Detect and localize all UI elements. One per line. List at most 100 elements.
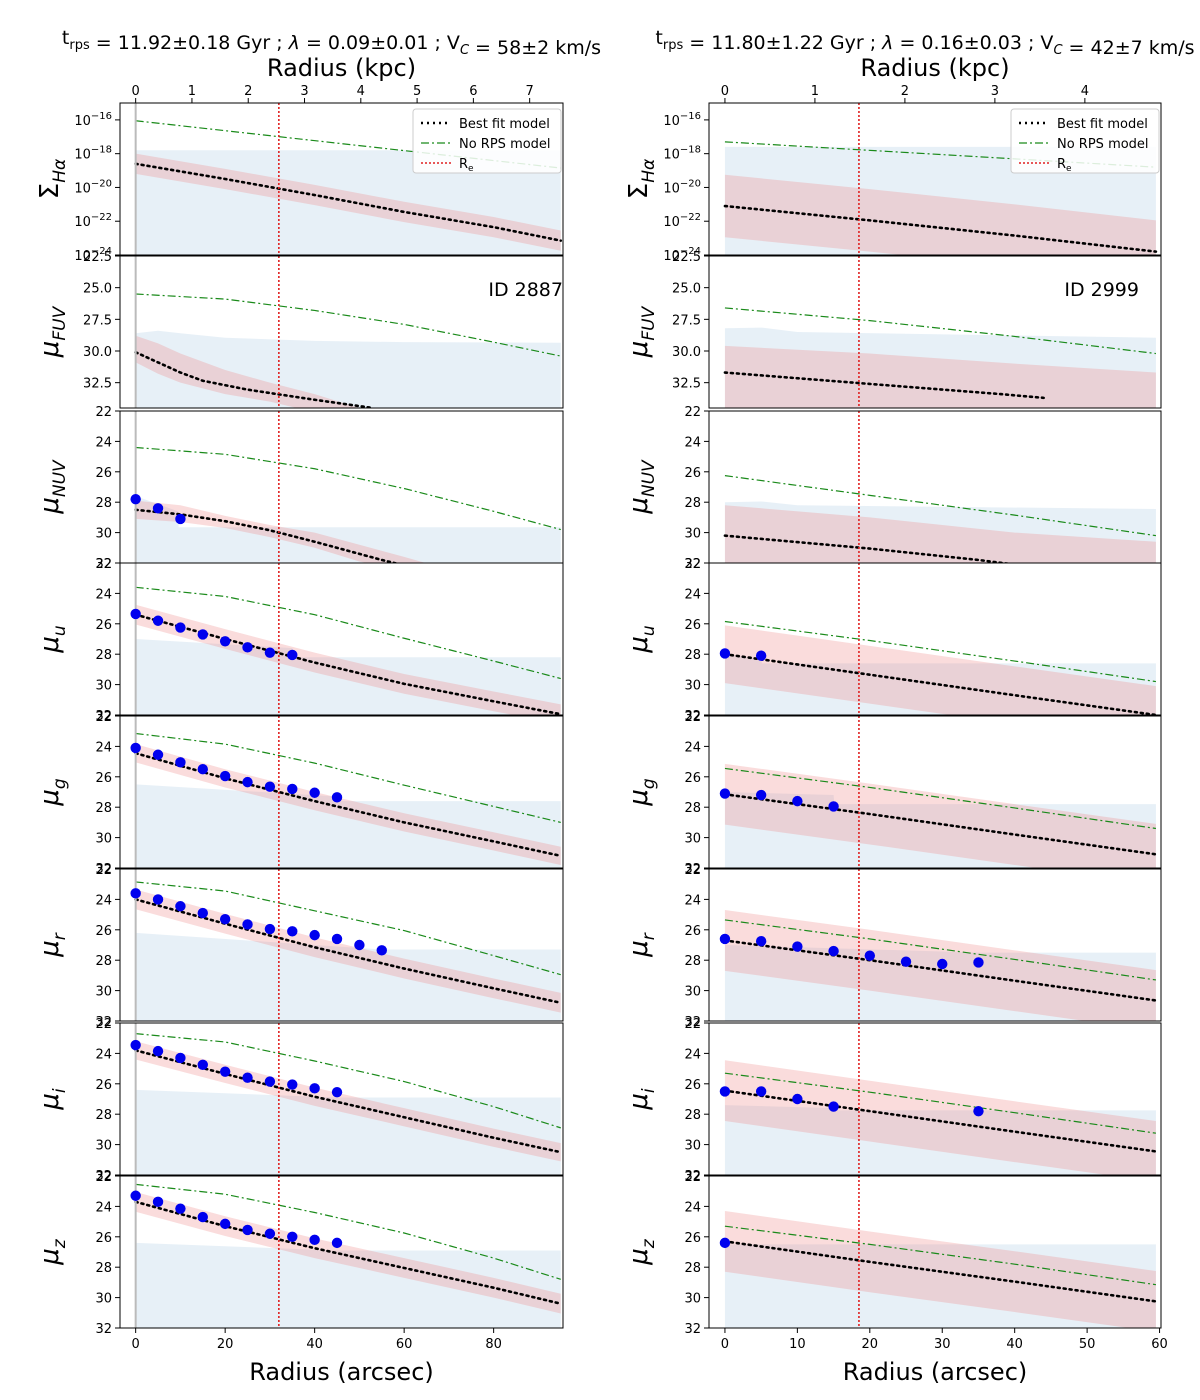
model-band <box>135 1191 561 1314</box>
model-band <box>135 604 561 715</box>
data-point <box>287 1079 298 1090</box>
y-tick-exponent: −22 <box>91 212 112 223</box>
y-tick-label: 28 <box>684 648 701 663</box>
header-part: = 11.80±1.22 Gyr ; <box>683 32 882 54</box>
data-point <box>219 770 231 782</box>
y-tick-exponent: −20 <box>91 178 112 189</box>
y-label-main: Σ <box>624 183 654 199</box>
data-point <box>309 1234 320 1246</box>
y-tick-label: 24 <box>684 1047 701 1062</box>
data-point <box>197 764 208 775</box>
data-point <box>309 1083 320 1094</box>
data-point <box>175 1052 186 1064</box>
panel-z: 22 24 26 28 30 32 μz <box>624 1170 1162 1337</box>
data-point <box>242 1072 253 1083</box>
best-fit-line <box>723 1240 1158 1303</box>
bottom-axis-label: Radius (arcsec) <box>843 1358 1028 1386</box>
data-point <box>331 933 343 945</box>
data-point <box>354 939 365 951</box>
panel-plot-area <box>134 256 561 408</box>
y-tick-label: 27.5 <box>83 313 112 328</box>
data-point <box>264 1228 276 1239</box>
y-label-sub: z <box>639 1238 659 1249</box>
panel-plot-area <box>719 563 1158 715</box>
y-label-main: μ <box>624 789 654 807</box>
data-point <box>792 1093 803 1105</box>
y-tick-label: 10−16 <box>663 111 701 129</box>
upper-limit-region <box>135 1089 561 1175</box>
panel-plot-area <box>130 563 563 715</box>
top-tick-label: 3 <box>991 84 999 99</box>
y-label-sub: i <box>639 1088 659 1093</box>
y-tick-label: 24 <box>684 1200 701 1215</box>
y-tick-label: 22.5 <box>672 250 701 265</box>
header-part: t <box>62 27 69 49</box>
data-point <box>219 1066 231 1077</box>
y-label-sub: Hα <box>639 159 659 183</box>
y-tick-label: 22 <box>684 557 701 572</box>
y-tick-label: 32.5 <box>672 377 701 392</box>
best-fit-line <box>134 508 400 563</box>
upper-limit-region <box>724 327 1156 408</box>
y-tick-label: 30 <box>95 985 112 1000</box>
data-point <box>242 1224 253 1236</box>
bottom-tick-label: 60 <box>1151 1337 1168 1352</box>
panel-frame <box>119 562 564 716</box>
data-point <box>197 629 208 640</box>
y-axis-label: μr <box>624 932 659 958</box>
y-tick-label: 30 <box>684 679 701 694</box>
model-band <box>724 345 1156 408</box>
top-axis-label: Radius (kpc) <box>860 54 1009 82</box>
header-part: = 42±7 km/s <box>1063 37 1195 59</box>
y-tick-label: 24 <box>95 435 112 450</box>
upper-limit-region <box>724 1244 1156 1328</box>
best-fit-line <box>134 350 375 408</box>
y-axis-label: μu <box>35 625 70 654</box>
y-axis-label: ΣHα <box>35 159 70 199</box>
y-tick-label: 10−18 <box>74 145 112 163</box>
bottom-tick-label: 60 <box>396 1337 413 1352</box>
upper-limit-region <box>135 1242 561 1328</box>
y-tick-label: 22 <box>95 405 112 420</box>
y-tick-label: 22 <box>684 710 701 725</box>
y-tick-label: 30 <box>95 527 112 542</box>
y-axis-label: μNUV <box>35 459 70 515</box>
bottom-tick-label: 10 <box>789 1337 806 1352</box>
no-rps-line <box>724 620 1157 683</box>
panel-FUV: 22.5 25.0 27.5 30.0 32.5 μFUV ID 2887 <box>35 250 564 409</box>
chart-header: trps = 11.92±0.18 Gyr ; λ = 0.09±0.01 ; … <box>62 27 601 59</box>
y-tick-exponent: −20 <box>680 178 701 189</box>
y-label-sub: g <box>50 778 70 789</box>
data-point <box>828 1101 839 1112</box>
data-point <box>175 622 186 633</box>
y-tick-label: 24 <box>95 740 112 755</box>
data-point <box>175 757 186 768</box>
panel-i: 22 24 26 28 30 32 μi <box>624 1017 1162 1184</box>
upper-limit-region <box>724 501 1156 563</box>
galaxy-id-label: ID 2887 <box>488 279 563 301</box>
y-label-main: μ <box>624 1248 654 1266</box>
panel-r: 22 24 26 28 30 32 μr <box>624 863 1162 1030</box>
data-point <box>331 1237 343 1249</box>
top-axis-label: Radius (kpc) <box>267 54 416 82</box>
data-point <box>197 907 208 919</box>
legend-no-rps-label: No RPS model <box>459 137 551 152</box>
data-point <box>719 933 731 945</box>
panel-plot-area <box>719 1023 1158 1175</box>
y-tick-label: 24 <box>95 1047 112 1062</box>
panel-plot-area <box>130 1023 563 1175</box>
y-label-main: μ <box>35 789 65 807</box>
y-label-main: μ <box>35 497 65 515</box>
bottom-tick-label: 0 <box>721 1337 729 1352</box>
best-fit-line <box>723 371 1045 400</box>
panel-frame <box>708 255 1162 409</box>
header-part: = 0.16±0.03 ; V <box>893 32 1053 54</box>
y-tick-label: 10−16 <box>74 111 112 129</box>
y-tick-label: 28 <box>684 801 701 816</box>
data-point <box>197 1059 208 1071</box>
data-point <box>197 1211 208 1223</box>
y-axis-label: μi <box>624 1088 659 1111</box>
upper-limit-region <box>135 496 561 563</box>
data-point <box>264 923 276 935</box>
data-point <box>973 957 984 968</box>
